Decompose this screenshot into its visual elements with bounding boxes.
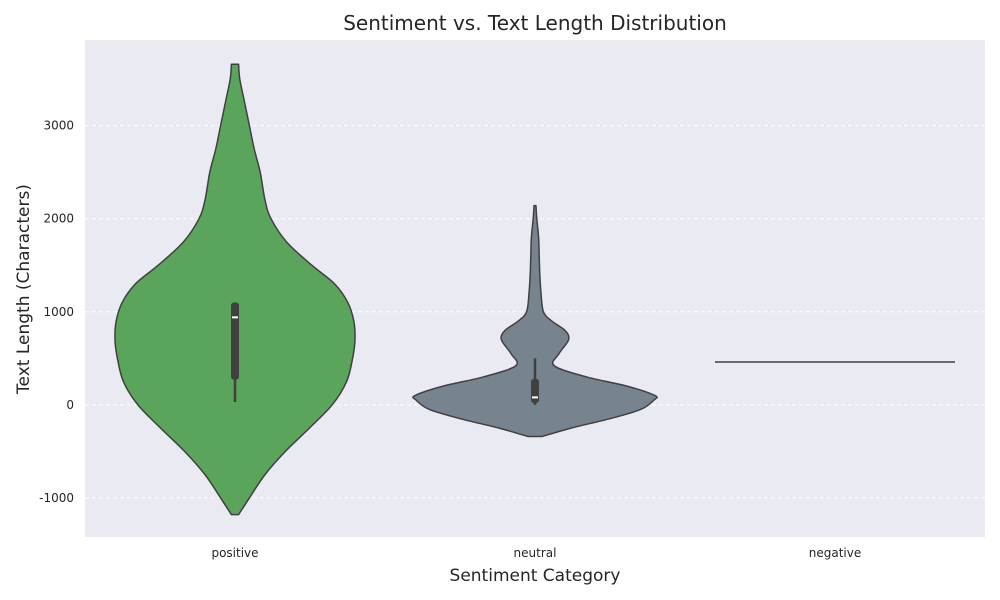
x-tick-label: neutral	[514, 546, 557, 560]
chart-title: Sentiment vs. Text Length Distribution	[343, 11, 727, 35]
y-tick-label: 2000	[43, 212, 74, 226]
iqr-box-neutral	[531, 378, 539, 403]
violin-body-positive	[114, 63, 356, 516]
y-tick-label: -1000	[39, 491, 74, 505]
x-tick-label: positive	[211, 546, 258, 560]
x-tick-labels: positive neutral negative	[211, 546, 861, 560]
violin-positive	[114, 63, 356, 516]
x-tick-label: negative	[809, 546, 861, 560]
y-tick-label: 1000	[43, 305, 74, 319]
y-tick-labels: -1000 0 1000 2000 3000	[39, 119, 74, 505]
violin-body-neutral	[412, 204, 658, 438]
x-axis-label: Sentiment Category	[450, 566, 621, 586]
violins	[114, 63, 955, 516]
violin-neutral	[412, 204, 658, 438]
y-tick-label: 3000	[43, 119, 74, 133]
y-tick-label: 0	[66, 398, 74, 412]
y-axis-label: Text Length (Characters)	[14, 184, 34, 395]
iqr-box-positive	[231, 302, 239, 380]
